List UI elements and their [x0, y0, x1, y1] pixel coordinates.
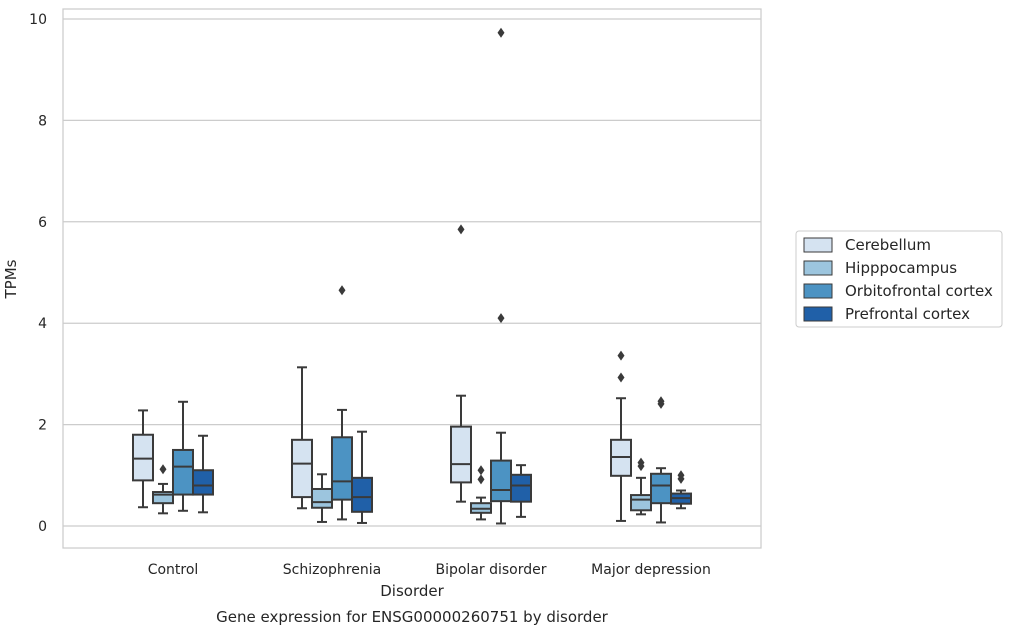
x-tick-label: Control: [148, 562, 199, 578]
legend-label: Cerebellum: [845, 236, 931, 254]
box-2-3: [650, 396, 672, 524]
chart-title: Gene expression for ENSG00000260751 by d…: [216, 608, 609, 626]
x-tick-label: Schizophrenia: [283, 562, 381, 578]
box-1-3: [630, 457, 652, 516]
x-axis-ticks: Control Schizophrenia Bipolar disorder Majo…: [148, 562, 711, 578]
box-2-2: [490, 27, 512, 525]
outlier-point: [617, 350, 625, 361]
legend: Cerebellum Hipppocampus Orbitofrontal cort…: [795, 230, 1003, 328]
y-tick-label: 6: [38, 215, 47, 231]
outlier-point: [457, 224, 465, 235]
box-3-1: [351, 430, 373, 524]
box-1-2: [470, 465, 492, 521]
box-iqr: [650, 472, 672, 505]
outlier-point: [159, 464, 167, 475]
legend-label: Prefrontal cortex: [845, 305, 970, 323]
outlier-point: [477, 474, 485, 485]
grid-lines: [63, 18, 761, 527]
x-axis-label: Disorder: [380, 582, 444, 600]
box-1-1: [311, 473, 333, 523]
outlier-point: [657, 396, 665, 407]
box-1-0: [152, 464, 174, 515]
box-2-0: [172, 400, 194, 512]
box-0-2: [450, 224, 472, 503]
box-3-3: [670, 470, 692, 510]
x-tick-label: Bipolar disorder: [435, 562, 546, 578]
box-iqr: [510, 473, 532, 503]
box-iqr: [351, 476, 373, 513]
outlier-point: [338, 285, 346, 296]
outlier-point: [497, 27, 505, 38]
box-iqr: [291, 438, 313, 499]
box-iqr: [172, 448, 194, 496]
box-iqr: [450, 425, 472, 484]
y-axis-ticks: 0 2 4 6 8 10: [29, 12, 47, 535]
y-tick-label: 8: [38, 113, 47, 129]
box-iqr: [192, 469, 214, 496]
outlier-point: [477, 465, 485, 476]
x-tick-label: Major depression: [591, 562, 711, 578]
box-iqr: [152, 491, 174, 505]
legend-label: Orbitofrontal cortex: [845, 282, 993, 300]
box-iqr: [331, 436, 353, 501]
y-tick-label: 2: [38, 418, 47, 434]
box-0-1: [291, 366, 313, 510]
legend-swatch: [803, 260, 833, 276]
box-3-0: [192, 434, 214, 514]
box-iqr: [132, 433, 154, 482]
legend-label: Hipppocampus: [845, 259, 957, 277]
plot-frame: [62, 8, 762, 549]
outlier-point: [637, 457, 645, 468]
box-0-0: [132, 409, 154, 509]
legend-swatch: [803, 306, 833, 322]
y-tick-label: 4: [38, 316, 47, 332]
legend-swatch: [803, 283, 833, 299]
y-axis-label: TPMs: [2, 259, 20, 299]
y-tick-label: 0: [38, 519, 47, 535]
legend-frame: [795, 230, 1003, 328]
outlier-point: [677, 470, 685, 481]
box-iqr: [490, 459, 512, 503]
outlier-point: [497, 313, 505, 324]
box-iqr: [311, 487, 333, 509]
plot-area: [132, 27, 692, 525]
box-3-2: [510, 464, 532, 518]
y-tick-label: 10: [29, 12, 47, 28]
box-iqr: [630, 494, 652, 512]
box-0-3: [610, 350, 632, 522]
box-2-1: [331, 285, 353, 521]
legend-swatch: [803, 237, 833, 253]
outlier-point: [617, 372, 625, 383]
